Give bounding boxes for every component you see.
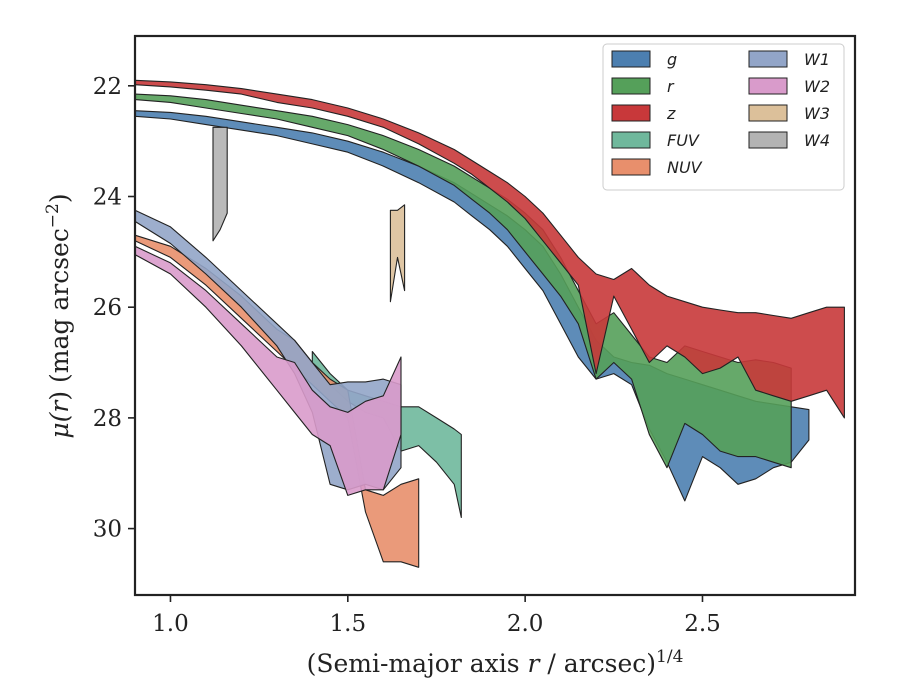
x-tick-label: 2.5	[684, 611, 721, 637]
legend-swatch-nuv	[611, 158, 651, 176]
legend-label-z: z	[666, 104, 676, 123]
y-tick-label: 26	[93, 295, 122, 321]
legend-label-w1: W1	[804, 50, 830, 69]
x-axis-ticks: 1.0 1.5 2.0 2.5	[152, 595, 721, 637]
series-band-r	[134, 93, 792, 469]
y-axis-label: μ(r) (mag arcsec−2)	[43, 193, 74, 438]
series-bands	[134, 79, 845, 568]
y-axis-ticks: 22 24 26 28 30	[93, 74, 135, 543]
legend-label-w4: W4	[804, 131, 830, 150]
x-axis-label: (Semi-major axis r / arcsec)1/4	[307, 647, 684, 678]
legend-label-g: g	[667, 50, 677, 69]
legend-label-fuv: FUV	[667, 131, 700, 150]
y-tick-label: 28	[93, 406, 122, 432]
legend-swatch-z	[611, 104, 651, 122]
legend: grz FUV NUV W1 W2 W3 W4	[602, 43, 845, 191]
legend-label-w3: W3	[804, 104, 830, 123]
y-tick-label: 24	[93, 185, 122, 211]
y-tick-label: 30	[93, 517, 122, 543]
legend-swatch-w1	[748, 50, 788, 68]
legend-swatch-w3	[748, 104, 788, 122]
series-band-w3	[389, 204, 406, 303]
legend-label-nuv: NUV	[667, 158, 703, 177]
x-tick-label: 2.0	[507, 611, 544, 637]
legend-swatch-fuv	[611, 131, 651, 149]
series-band-w4	[212, 126, 228, 242]
legend-swatch-w2	[748, 77, 788, 95]
legend-swatch-g	[611, 50, 651, 68]
y-tick-label: 22	[93, 74, 122, 100]
legend-swatch-w4	[748, 131, 788, 149]
x-tick-label: 1.0	[152, 611, 189, 637]
series-band-z	[134, 79, 845, 419]
legend-label-w2: W2	[804, 77, 830, 96]
legend-label-r: r	[667, 77, 675, 96]
x-tick-label: 1.5	[330, 611, 367, 637]
series-band-w2	[134, 245, 402, 496]
legend-swatch-r	[611, 77, 651, 95]
plot-frame	[133, 34, 857, 597]
